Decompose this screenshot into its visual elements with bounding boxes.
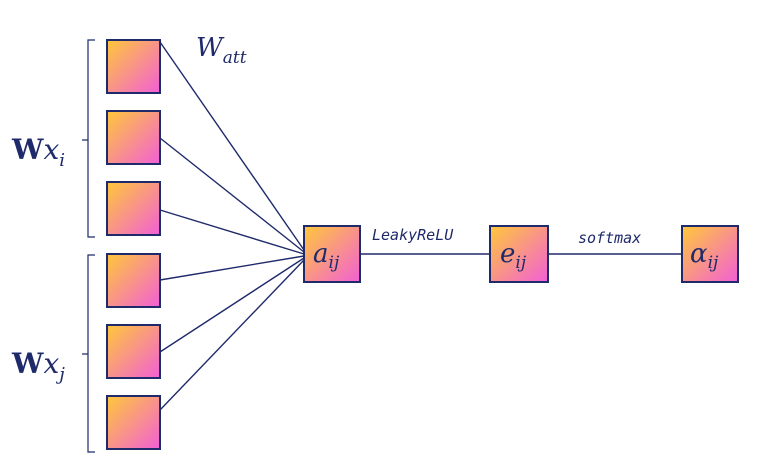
input-box-4 — [106, 253, 161, 308]
input-box-5 — [106, 324, 161, 379]
node-alpha-ij-box — [681, 225, 739, 283]
node-alpha-ij-label: αij — [690, 239, 719, 273]
input-box-6 — [106, 395, 161, 450]
wire-5 — [159, 257, 305, 353]
wire-1 — [159, 41, 305, 251]
input-box-1 — [106, 39, 161, 94]
wire-4 — [159, 255, 305, 281]
input-box-3 — [106, 181, 161, 236]
group-label-j: Wxj — [11, 347, 65, 385]
node-a-ij: aij — [303, 225, 361, 283]
input-wires — [159, 41, 305, 411]
node-alpha-ij: αij — [681, 225, 739, 283]
brace-j — [82, 254, 95, 453]
node-e-ij: eij — [489, 225, 549, 283]
wire-3 — [159, 209, 305, 255]
edge-label-softmax: softmax — [578, 229, 641, 247]
group-label-i: Wxi — [11, 133, 65, 171]
node-a-ij-box — [303, 225, 361, 283]
node-e-ij-label: eij — [500, 239, 527, 273]
node-a-ij-label: aij — [313, 239, 340, 273]
node-e-ij-box — [489, 225, 549, 283]
weight-label: Watt — [196, 33, 247, 68]
input-boxes-j — [106, 253, 161, 450]
edge-label-leakyrelu: LeakyReLU — [372, 226, 454, 244]
brace-i — [82, 39, 95, 238]
input-box-2 — [106, 110, 161, 165]
input-boxes-i — [106, 39, 161, 236]
wire-2 — [159, 137, 305, 253]
wire-6 — [159, 259, 305, 411]
